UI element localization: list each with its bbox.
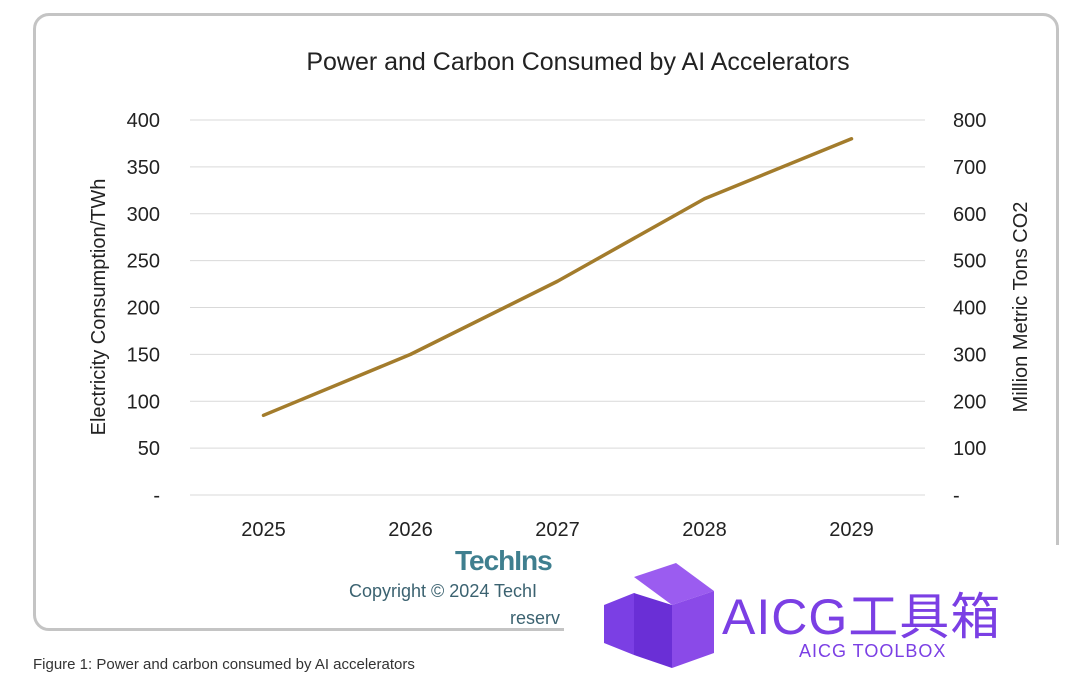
y2-tick-label: 100 [953, 438, 986, 460]
y-tick-label: 200 [127, 298, 160, 320]
y2-tick-label: - [953, 485, 960, 507]
y-tick-label: - [153, 485, 160, 507]
y-tick-label: 250 [127, 251, 160, 273]
chart-title: Power and Carbon Consumed by AI Accelera… [306, 48, 849, 76]
y2-tick-label: 200 [953, 391, 986, 413]
y2-tick-label: 500 [953, 251, 986, 273]
y2-axis-label: Million Metric Tons CO2 [1010, 202, 1032, 413]
x-tick-label: 2026 [388, 519, 433, 541]
x-tick-label: 2027 [535, 519, 580, 541]
chart-card [33, 13, 1059, 631]
series-line [261, 137, 854, 418]
copyright-line-1: Copyright © 2024 TechI [349, 581, 538, 601]
x-tick-label: 2025 [241, 519, 286, 541]
y2-tick-label: 600 [953, 204, 986, 226]
y-tick-label: 100 [127, 391, 160, 413]
y-tick-label: 300 [127, 204, 160, 226]
y-tick-label: 400 [127, 110, 160, 132]
watermark-subtitle: AICG TOOLBOX [799, 641, 947, 661]
x-tick-label: 2028 [682, 519, 727, 541]
toolbox-logo-icon [604, 563, 714, 668]
y2-tick-label: 400 [953, 298, 986, 320]
source-logo: TechIns [455, 545, 553, 576]
y2-tick-label: 700 [953, 157, 986, 179]
watermark-title: AICG工具箱 [722, 589, 1002, 645]
watermark: AICG工具箱 AICG TOOLBOX [564, 545, 1080, 683]
y-tick-label: 350 [127, 157, 160, 179]
copyright-line-2: reserv [510, 608, 561, 628]
x-tick-label: 2029 [829, 519, 874, 541]
y-tick-label: 150 [127, 344, 160, 366]
figure-caption: Figure 1: Power and carbon consumed by A… [33, 656, 415, 673]
y2-tick-label: 800 [953, 110, 986, 132]
y2-tick-label: 300 [953, 344, 986, 366]
y-tick-label: 50 [138, 438, 160, 460]
y-axis-label: Electricity Consumption/TWh [88, 179, 110, 436]
